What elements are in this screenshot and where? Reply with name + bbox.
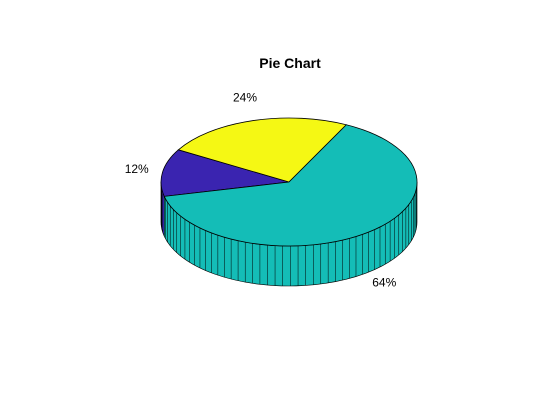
pie-label-12%: 12%: [125, 162, 149, 176]
pie-label-24%: 24%: [233, 91, 257, 105]
pie-side-wall: [160, 181, 418, 287]
pie-label-64%: 64%: [372, 276, 396, 290]
pie-top-face: [160, 117, 418, 247]
pie-slice-64%: [163, 124, 418, 247]
pie-percent-labels: 12% 24% 64%: [125, 91, 397, 290]
pie-slice-12%: [160, 149, 290, 197]
pie-slice-24%: [177, 117, 348, 183]
chart-title: Pie Chart: [259, 55, 321, 71]
